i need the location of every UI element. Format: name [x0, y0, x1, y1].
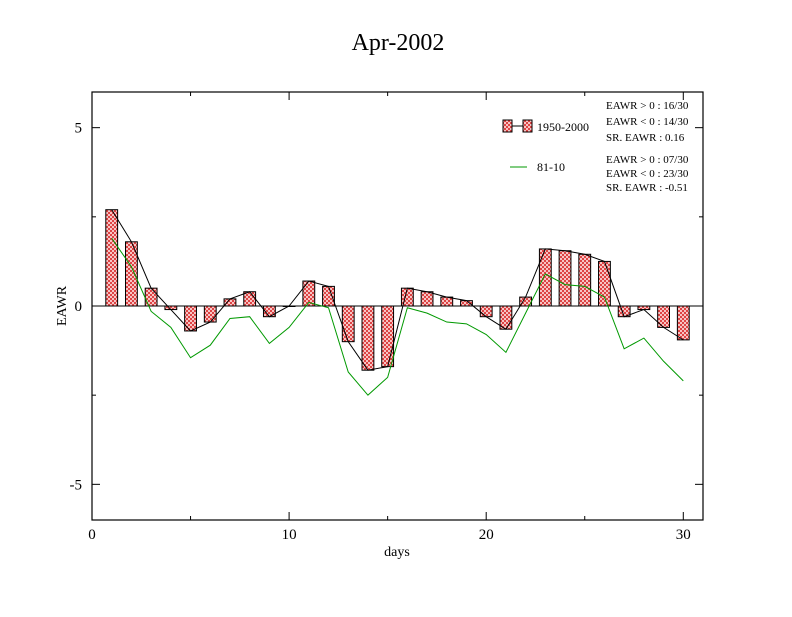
stats-annotation: SR. EAWR : 0.16 [606, 132, 685, 144]
x-axis-label: days [384, 545, 410, 560]
bar-1950-2000 [361, 305, 375, 371]
bar-1950-2000 [420, 291, 434, 307]
legend-swatch-1950-2000 [522, 119, 533, 133]
stats-annotation: EAWR < 0 : 23/30 [606, 168, 689, 180]
series-line-81-10 [111, 237, 684, 396]
series-line-1950-2000 [111, 209, 684, 371]
legend-swatch-1950-2000 [502, 119, 513, 133]
y-tick-label: 0 [75, 299, 83, 315]
bar-1950-2000 [578, 253, 592, 307]
stats-annotation: SR. EAWR : -0.51 [606, 182, 688, 194]
bar-1950-2000 [440, 296, 454, 307]
bar-1950-2000 [499, 305, 513, 330]
legend-label-81-10: 81-10 [537, 160, 565, 174]
bar-1950-2000 [105, 209, 119, 307]
chart-title: Apr-2002 [352, 30, 445, 56]
stats-annotation: EAWR < 0 : 14/30 [606, 116, 689, 128]
bar-1950-2000 [322, 285, 335, 307]
bar-1950-2000 [538, 248, 552, 307]
x-tick-label: 30 [676, 527, 691, 543]
y-tick-label: -5 [70, 477, 83, 493]
stats-annotation: EAWR > 0 : 16/30 [606, 100, 689, 112]
bar-1950-2000 [479, 305, 493, 318]
bar-1950-2000 [223, 298, 237, 307]
bar-1950-2000 [460, 300, 473, 307]
bar-1950-2000 [243, 291, 257, 307]
bar-1950-2000 [144, 287, 158, 307]
bar-1950-2000 [203, 305, 217, 323]
bar-1950-2000 [341, 305, 355, 343]
bar-1950-2000 [184, 305, 197, 332]
y-axis-label: EAWR [55, 285, 70, 326]
bar-1950-2000 [637, 305, 651, 311]
x-tick-label: 0 [88, 527, 96, 543]
stats-annotation: EAWR > 0 : 07/30 [606, 154, 689, 166]
bar-1950-2000 [676, 305, 690, 341]
y-tick-label: 5 [75, 121, 83, 137]
bar-1950-2000 [558, 250, 572, 307]
x-tick-label: 10 [282, 527, 297, 543]
legend-label-1950-2000: 1950-2000 [537, 120, 589, 134]
bar-1950-2000 [598, 260, 611, 307]
x-tick-label: 20 [479, 527, 494, 543]
bar-1950-2000 [381, 305, 395, 368]
